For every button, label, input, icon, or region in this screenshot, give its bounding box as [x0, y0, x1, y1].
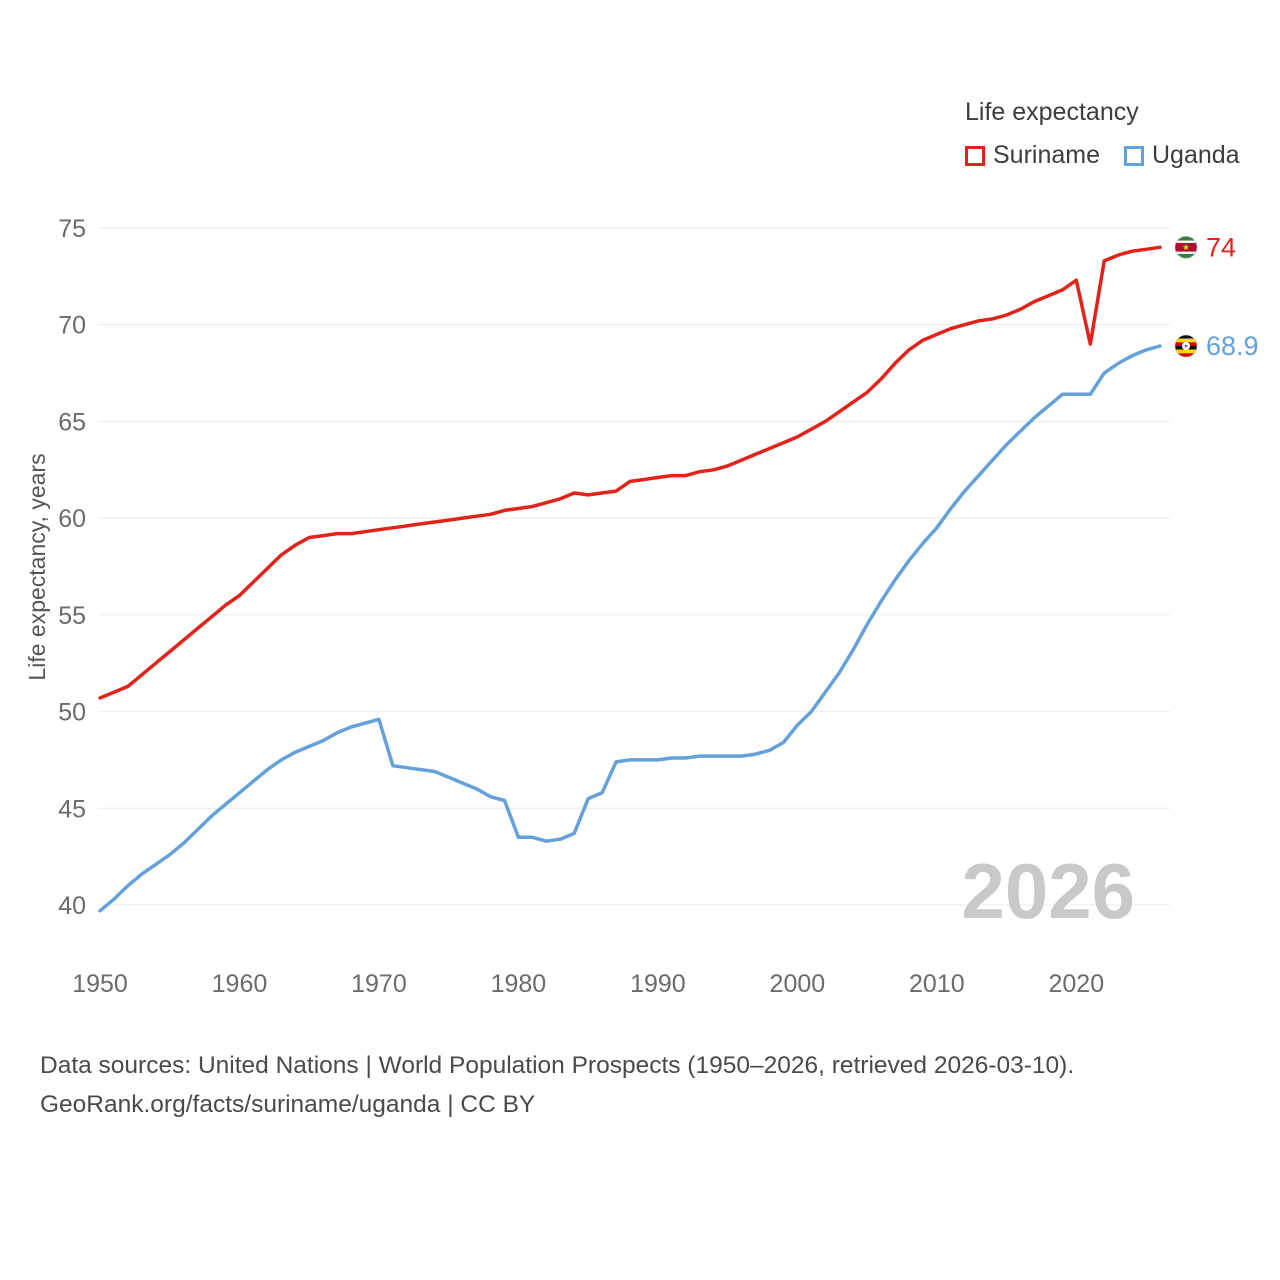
legend-swatch-suriname: [965, 145, 985, 166]
series-line-uganda: [98, 344, 1162, 913]
legend-items: Suriname Uganda: [965, 141, 1240, 170]
end-value-uganda: 68.9: [1206, 331, 1259, 361]
source-line-2: GeoRank.org/facts/suriname/uganda | CC B…: [40, 1091, 536, 1118]
source-note: Data sources: United Nations | World Pop…: [40, 1046, 1074, 1124]
series-lines: [98, 245, 1162, 913]
y-tick-label: 70: [58, 312, 86, 340]
gridlines: [98, 227, 1170, 906]
watermark-year: 2026: [961, 847, 1135, 935]
x-tick-label: 1980: [491, 970, 547, 998]
y-tick-label: 55: [58, 602, 86, 630]
y-tick-label: 65: [58, 408, 86, 436]
x-tick-label: 1970: [351, 970, 407, 998]
legend-item-suriname: Suriname: [965, 141, 1100, 170]
line-chart: 40 45 50 55 60 65 70 75 1950 1960 1970 1980 1990 200…: [24, 215, 1259, 998]
y-tick-label: 60: [58, 505, 86, 533]
y-tick-label: 50: [58, 699, 86, 727]
x-tick-label: 1960: [212, 970, 268, 998]
end-value-labels: 74 68.9: [1206, 232, 1259, 361]
legend-title: Life expectancy: [965, 98, 1139, 126]
uganda-flag-icon: [1174, 334, 1198, 358]
legend-label-uganda: Uganda: [1152, 141, 1240, 169]
suriname-flag-icon: [1174, 236, 1198, 259]
series-line-suriname: [98, 245, 1162, 700]
source-line-1: Data sources: United Nations | World Pop…: [40, 1052, 1075, 1079]
y-tick-label: 45: [58, 795, 86, 823]
end-value-suriname: 74: [1206, 232, 1236, 262]
x-axis-tick-labels: 1950 1960 1970 1980 1990 2000 2010 2020: [72, 970, 1104, 998]
legend: Life expectancy Suriname Uganda: [965, 98, 1240, 170]
x-tick-label: 2000: [770, 970, 826, 998]
x-tick-label: 2020: [1049, 970, 1105, 998]
y-axis-tick-labels: 40 45 50 55 60 65 70 75: [58, 215, 86, 920]
legend-swatch-uganda: [1124, 145, 1144, 166]
y-tick-label: 75: [58, 215, 86, 243]
x-tick-label: 2010: [909, 970, 965, 998]
legend-label-suriname: Suriname: [993, 141, 1100, 169]
x-tick-label: 1950: [72, 970, 128, 998]
x-tick-label: 1990: [630, 970, 686, 998]
legend-item-uganda: Uganda: [1124, 141, 1240, 170]
y-tick-label: 40: [58, 892, 86, 920]
y-axis-title: Life expectancy, years: [24, 453, 50, 680]
